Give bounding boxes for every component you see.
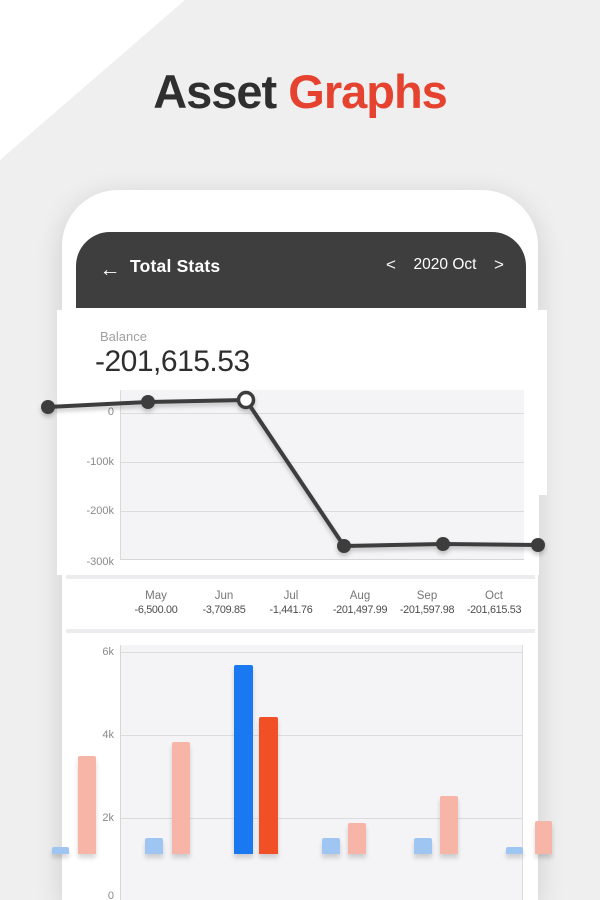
month-name: Jun (214, 590, 234, 602)
bar-red-jul (259, 717, 278, 854)
line-chart-gridline (121, 511, 524, 512)
balance-value: -201,615.53 (95, 345, 250, 378)
month-column-may: May -6,500.00 (121, 589, 191, 617)
balance-label: Balance (100, 329, 147, 344)
bar-red-oct (535, 821, 552, 854)
month-name: Sep (416, 590, 438, 602)
bar-blue-sep (414, 838, 432, 854)
month-name: Oct (485, 590, 503, 602)
card-divider (66, 575, 535, 579)
bar-chart-ytick: 0 (107, 890, 114, 900)
title-word-graphs: Graphs (288, 65, 448, 118)
bar-blue-oct (506, 847, 523, 854)
back-arrow-icon[interactable]: ← (99, 258, 121, 281)
line-chart-ytick: 0 (107, 406, 114, 418)
month-value: -1,441.76 (269, 604, 313, 616)
line-point (41, 400, 55, 414)
title-word-asset: Asset (153, 65, 277, 118)
prev-month-button[interactable]: < (386, 255, 396, 274)
line-chart-ytick: -100k (86, 456, 114, 468)
line-chart-gridline (121, 462, 524, 463)
bar-chart-ytick: 2k (102, 812, 114, 824)
bar-chart-gridline (121, 652, 523, 653)
next-month-button[interactable]: > (494, 255, 504, 274)
month-column-jul: Jul -1,441.76 (256, 589, 326, 617)
bar-red-may (78, 756, 96, 854)
screen-title: Total Stats (130, 256, 221, 276)
bar-blue-jul (234, 665, 253, 854)
line-chart-gridline (121, 413, 524, 414)
line-chart-ytick: -200k (86, 505, 114, 517)
bar-chart-gridline (121, 735, 523, 736)
month-value: -201,597.98 (399, 604, 455, 616)
line-chart-plot-area (120, 390, 524, 560)
month-column-sep: Sep -201,597.98 (392, 589, 462, 617)
period-label[interactable]: 2020 Oct (413, 256, 477, 273)
bar-chart-gridline (121, 818, 523, 819)
month-name: May (145, 590, 167, 602)
card-divider (66, 629, 535, 633)
month-value: -6,500.00 (134, 604, 178, 616)
page-title: Asset Graphs (0, 64, 600, 119)
month-value: -201,615.53 (466, 604, 522, 616)
bar-chart-ytick: 4k (102, 729, 114, 741)
bar-red-jun (172, 742, 190, 854)
bar-blue-jun (145, 838, 163, 854)
month-column-aug: Aug -201,497.99 (325, 589, 395, 617)
line-chart-ytick: -300k (86, 556, 114, 568)
bar-blue-may (52, 847, 69, 854)
month-values-card (66, 579, 535, 629)
month-value: -3,709.85 (202, 604, 246, 616)
month-name: Aug (349, 590, 371, 602)
bar-blue-aug (322, 838, 340, 854)
month-value: -201,497.99 (332, 604, 388, 616)
bar-red-sep (440, 796, 458, 854)
month-column-jun: Jun -3,709.85 (189, 589, 259, 617)
bar-chart-ytick: 6k (102, 646, 114, 658)
app-header: ← Total Stats < 2020 Oct > (76, 232, 526, 308)
month-column-oct: Oct -201,615.53 (459, 589, 529, 617)
bar-red-aug (348, 823, 366, 854)
month-name: Jul (283, 590, 299, 602)
